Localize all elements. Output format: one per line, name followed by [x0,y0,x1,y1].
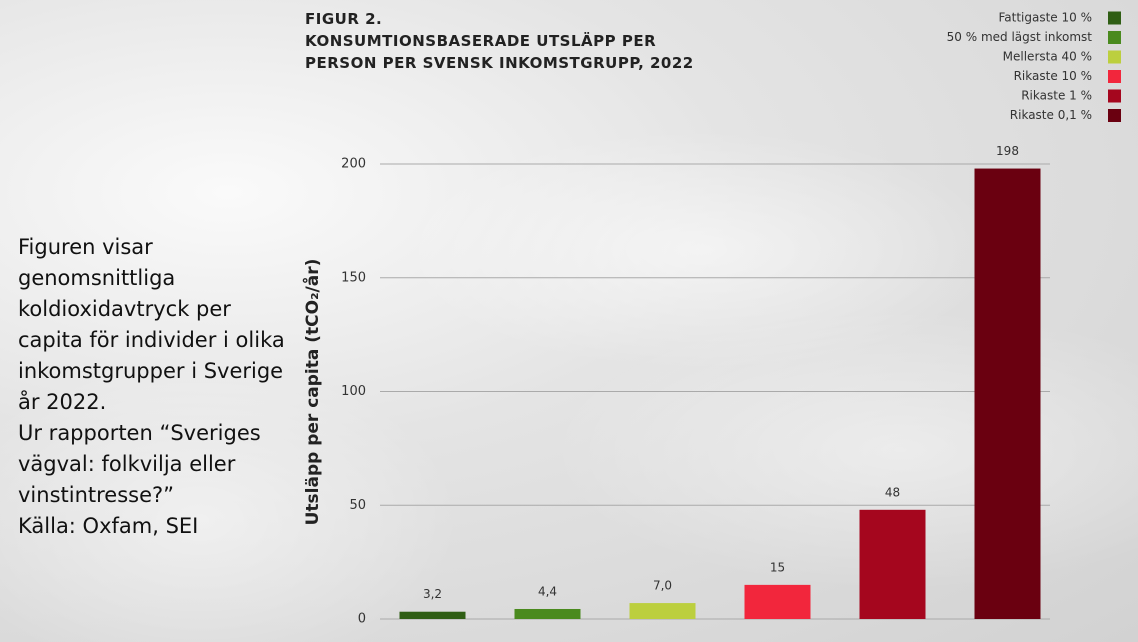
legend-label: 50 % med lägst inkomst [947,30,1093,44]
legend-label: Fattigaste 10 % [998,11,1092,25]
legend-swatch [1108,109,1121,122]
legend-label: Rikaste 0,1 % [1010,108,1092,122]
legend-label: Mellersta 40 % [1003,50,1092,64]
value-label: 4,4 [538,584,557,598]
value-label: 3,2 [423,587,442,601]
bar [399,611,466,619]
legend-label: Rikaste 1 % [1021,89,1092,103]
value-label: 198 [996,144,1019,158]
value-label: 7,0 [653,579,672,593]
legend-swatch [1108,11,1121,25]
legend-swatch [1108,89,1121,103]
caption-text: Figuren visar genomsnittliga koldioxidav… [18,235,285,414]
chart-title: FIGUR 2. [305,10,383,28]
y-tick-label: 100 [341,384,366,399]
y-tick-label: 0 [358,612,366,627]
legend-swatch [1108,31,1121,44]
y-tick-label: 50 [349,498,366,513]
caption-text: Ur rapporten “Sveriges vägval: folkvilja… [18,421,261,507]
y-tick-label: 200 [341,157,366,172]
value-label: 48 [885,485,900,499]
chart-heading: FIGUR 2. KONSUMTIONSBASERADE UTSLÄPP PER… [305,8,705,74]
caption-text: Källa: Oxfam, SEI [18,514,199,538]
bar [514,608,581,619]
caption: Figuren visar genomsnittliga koldioxidav… [18,232,290,542]
bar [859,509,926,619]
bar [629,603,696,619]
bar [974,168,1041,620]
legend-swatch [1108,70,1121,83]
y-tick-label: 150 [341,270,366,285]
bar [744,584,811,619]
chart-subtitle: KONSUMTIONSBASERADE UTSLÄPP PER PERSON P… [305,32,694,72]
value-label: 15 [770,560,785,574]
legend-label: Rikaste 10 % [1014,69,1092,83]
y-axis-label: Utsläpp per capita (tCO₂/år) [301,259,323,526]
legend-swatch [1108,50,1121,64]
